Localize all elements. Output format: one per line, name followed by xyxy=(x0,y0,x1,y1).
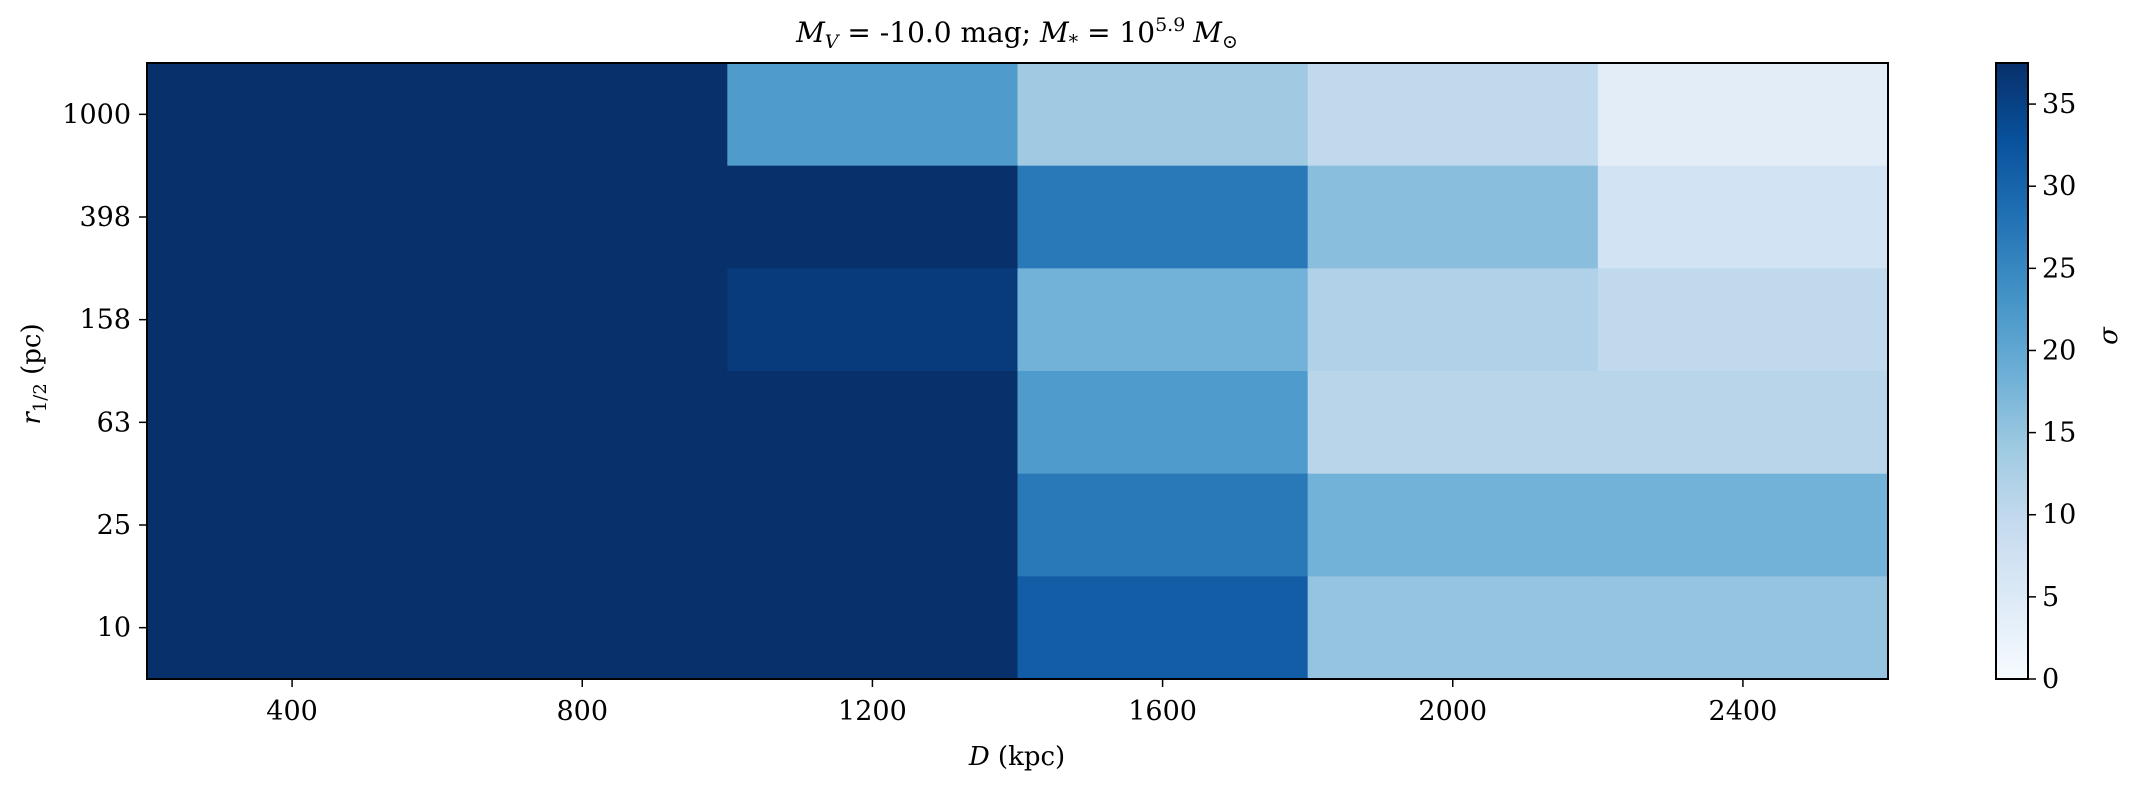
heatmap-cell xyxy=(1017,371,1309,475)
chart-title: MV = -10.0 mag; M* = 105.9 M⊙ xyxy=(795,14,1238,53)
colorbar-axis: 0 5 10 15 20 25 30 35 xyxy=(2028,89,2076,695)
heatmap-cell xyxy=(1597,473,1889,577)
heatmap-cell xyxy=(437,371,728,475)
heatmap-cell xyxy=(727,576,1019,680)
heatmap-cell xyxy=(1307,371,1599,475)
x-tick-label: 2000 xyxy=(1418,696,1487,727)
heatmap-cell xyxy=(727,371,1019,475)
heatmap-cell xyxy=(147,165,438,269)
title-msun-symbol: M xyxy=(1192,16,1223,49)
heatmap-cell xyxy=(727,63,1019,167)
colorbar-tick-label: 25 xyxy=(2042,253,2076,284)
heatmap-cell xyxy=(1307,576,1599,680)
y-axis-label-unit: (pc) xyxy=(17,323,47,383)
heatmap-cell xyxy=(1597,63,1889,167)
colorbar-tick-label: 15 xyxy=(2042,418,2076,449)
heatmap-cell xyxy=(1017,268,1309,372)
heatmap-cell xyxy=(147,576,438,680)
x-axis-label: D (kpc) xyxy=(968,742,1065,772)
heatmap-cell xyxy=(1307,63,1599,167)
colorbar-tick-label: 20 xyxy=(2042,335,2076,366)
heatmap-cell xyxy=(1017,165,1309,269)
y-tick-label: 1000 xyxy=(62,99,131,130)
heatmap-cell xyxy=(437,165,728,269)
x-axis-label-symbol: D xyxy=(968,742,990,772)
x-axis-label-unit: (kpc) xyxy=(990,742,1066,772)
title-msun-sub: ⊙ xyxy=(1222,31,1238,53)
y-tick-label: 398 xyxy=(79,202,131,233)
x-tick-label: 2400 xyxy=(1709,696,1778,727)
colorbar-tick-label: 0 xyxy=(2042,664,2059,695)
heatmap-cell xyxy=(1307,165,1599,269)
heatmap-cell xyxy=(147,63,438,167)
y-axis-label-sub: 1/2 xyxy=(30,383,51,412)
heatmap-cell xyxy=(1017,576,1309,680)
heatmap-cells xyxy=(147,63,1889,680)
heatmap-cell xyxy=(727,473,1019,577)
heatmap-cell xyxy=(147,371,438,475)
heatmap-cell xyxy=(1597,576,1889,680)
colorbar-tick-label: 10 xyxy=(2042,500,2076,531)
x-tick-label: 1200 xyxy=(838,696,907,727)
title-mstar-exp: 5.9 xyxy=(1155,14,1185,36)
x-tick-label: 800 xyxy=(556,696,608,727)
y-axis-label-symbol: r xyxy=(17,411,47,425)
x-tick-label: 1600 xyxy=(1128,696,1197,727)
title-mstar-sub: * xyxy=(1069,31,1079,53)
plot-frame xyxy=(146,62,1889,680)
heatmap-cell xyxy=(437,473,728,577)
heatmap-cell xyxy=(1307,268,1599,372)
title-mstar-symbol: M xyxy=(1039,16,1070,49)
heatmap-cell xyxy=(1017,63,1309,167)
title-mv-text: = -10.0 mag; xyxy=(839,16,1040,49)
y-tick-label: 10 xyxy=(97,613,131,644)
heatmap-cell xyxy=(147,473,438,577)
colorbar-tick-label: 5 xyxy=(2042,582,2059,613)
heatmap-cell xyxy=(727,165,1019,269)
heatmap-cell xyxy=(1597,165,1889,269)
heatmap-cell xyxy=(437,268,728,372)
x-axis: 400 800 1200 1600 2000 2400 xyxy=(266,679,1777,727)
heatmap-cell xyxy=(437,63,728,167)
title-mstar-eq: = 10 xyxy=(1078,16,1155,49)
colorbar-tick-label: 35 xyxy=(2042,89,2076,120)
y-axis: 1000 398 158 63 25 10 xyxy=(62,99,147,644)
heatmap-cell xyxy=(1307,473,1599,577)
heatmap-cell xyxy=(1597,371,1889,475)
colorbar-label: σ xyxy=(2094,326,2124,345)
colorbar-frame xyxy=(1995,62,2029,680)
title-mv-sub: V xyxy=(825,31,841,53)
x-tick-label: 400 xyxy=(266,696,318,727)
y-tick-label: 25 xyxy=(97,510,131,541)
colorbar-tick-label: 30 xyxy=(2042,171,2076,202)
heatmap-cell xyxy=(437,576,728,680)
y-tick-label: 63 xyxy=(97,407,131,438)
y-tick-label: 158 xyxy=(79,305,131,336)
colorbar-gradient xyxy=(1996,63,2028,679)
title-mv-symbol: M xyxy=(795,16,826,49)
heatmap-cell xyxy=(147,268,438,372)
heatmap-cell xyxy=(1597,268,1889,372)
heatmap-cell xyxy=(727,268,1019,372)
y-axis-label: r1/2 (pc) xyxy=(17,323,51,424)
heatmap-cell xyxy=(1017,473,1309,577)
